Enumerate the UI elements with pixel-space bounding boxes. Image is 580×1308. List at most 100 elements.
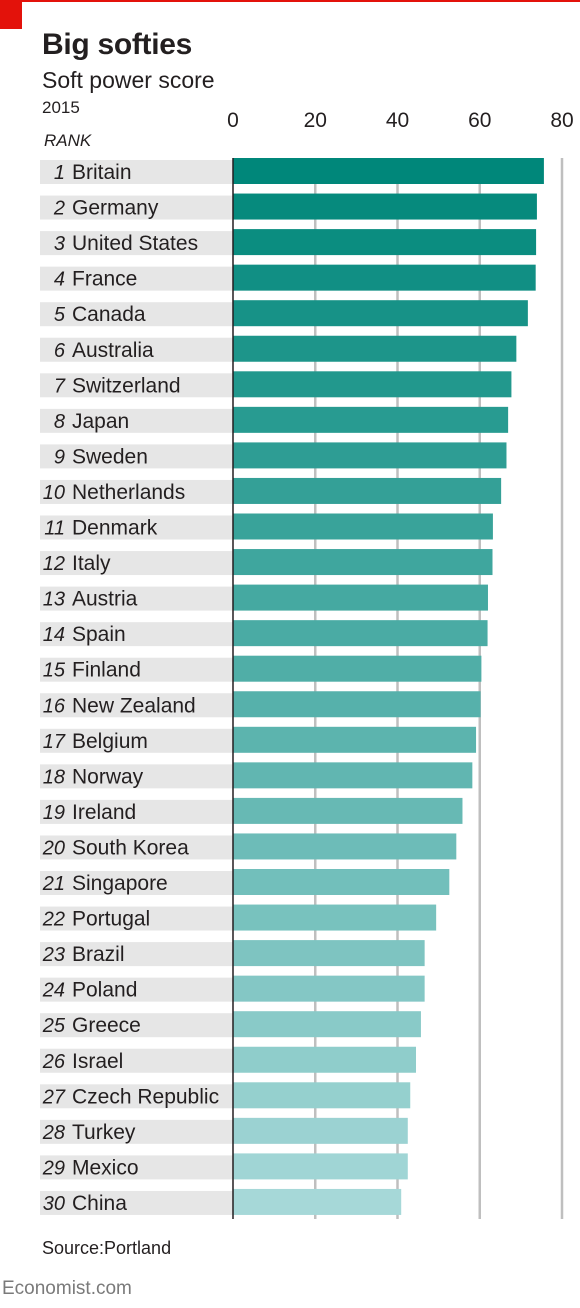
country-label: Spain: [72, 623, 126, 646]
country-label: Australia: [72, 339, 154, 362]
country-label: Greece: [72, 1014, 141, 1037]
country-label: New Zealand: [72, 694, 196, 717]
source-note: Source:Portland: [42, 1238, 172, 1258]
rank-number: 4: [54, 269, 65, 291]
row-bands: [40, 160, 233, 1215]
bar-chart: 1 Britain 2 Germany 3 United States 4 France 5 Ca…: [40, 109, 574, 1219]
rank-number: 6: [54, 340, 66, 362]
row-band: [40, 728, 233, 753]
rank-number: 9: [54, 446, 65, 468]
rank-number: 2: [53, 198, 65, 220]
bar: [233, 229, 537, 256]
rank-number: 8: [54, 411, 65, 433]
country-label: Ireland: [72, 801, 136, 824]
country-label: Britain: [72, 161, 132, 184]
row-band: [40, 622, 233, 647]
bar: [233, 371, 512, 398]
country-label: Singapore: [72, 872, 168, 895]
rank-number: 15: [43, 660, 66, 682]
country-label: Netherlands: [72, 481, 185, 504]
rank-number: 19: [43, 802, 65, 824]
x-tick-label: 20: [304, 109, 327, 132]
bar: [233, 869, 450, 895]
country-label: Turkey: [72, 1121, 136, 1144]
row-band: [40, 373, 233, 398]
row-band: [40, 586, 233, 611]
rank-number: 12: [43, 553, 65, 575]
bar: [233, 1011, 421, 1038]
rank-number: 30: [43, 1193, 65, 1215]
row-band: [40, 444, 233, 469]
country-label: Czech Republic: [72, 1085, 219, 1108]
country-label: France: [72, 268, 137, 291]
top-rule: [0, 0, 580, 2]
row-band: [40, 1155, 233, 1180]
rank-number: 20: [42, 837, 65, 859]
country-label: United States: [72, 232, 198, 255]
bar: [233, 620, 488, 647]
country-label: Switzerland: [72, 374, 181, 397]
country-label: Brazil: [72, 943, 125, 966]
row-band: [40, 408, 233, 433]
bar: [233, 1153, 408, 1180]
row-band: [40, 657, 233, 682]
bar: [233, 940, 425, 967]
chart-year: 2015: [42, 98, 80, 117]
x-tick-label: 80: [550, 109, 573, 132]
bar: [233, 655, 482, 682]
rank-number: 1: [54, 162, 65, 184]
row-band: [40, 551, 233, 576]
rank-number: 28: [42, 1122, 65, 1144]
country-label: Israel: [72, 1050, 123, 1073]
bar: [233, 549, 493, 576]
rank-number: 26: [42, 1051, 66, 1073]
rank-number: 5: [54, 304, 66, 326]
bar: [233, 797, 463, 824]
row-band: [40, 1190, 233, 1215]
row-band: [40, 942, 233, 967]
bar: [233, 193, 537, 220]
row-band: [40, 835, 233, 860]
bars: [233, 158, 544, 1215]
row-band: [40, 977, 233, 1002]
row-band: [40, 337, 233, 362]
bar: [233, 762, 473, 789]
row-band: [40, 479, 233, 504]
country-label: China: [72, 1192, 127, 1215]
row-band: [40, 693, 233, 718]
rank-column-label: RANK: [44, 131, 92, 150]
bar: [233, 442, 507, 469]
row-band: [40, 266, 233, 291]
row-band: [40, 1119, 233, 1144]
rank-number: 7: [54, 375, 66, 397]
bar: [233, 584, 488, 611]
brand-footer: Economist.com: [2, 1278, 132, 1299]
row-band: [40, 302, 233, 327]
rank-number: 3: [54, 233, 65, 255]
rank-number: 18: [43, 766, 65, 788]
country-label: Portugal: [72, 908, 150, 931]
bar: [233, 975, 425, 1002]
row-band: [40, 1084, 233, 1109]
row-band: [40, 764, 233, 789]
row-band: [40, 799, 233, 824]
rank-number: 21: [42, 873, 65, 895]
rank-number: 13: [43, 589, 65, 611]
bar: [233, 1082, 411, 1109]
bar: [233, 691, 481, 718]
bar: [233, 726, 477, 753]
x-tick-label: 60: [468, 109, 491, 132]
country-label: Sweden: [72, 445, 148, 468]
row-band: [40, 871, 233, 895]
country-label: South Korea: [72, 836, 189, 859]
rank-number: 23: [42, 944, 65, 966]
rank-number: 10: [43, 482, 65, 504]
bar: [233, 1117, 408, 1144]
bar: [233, 300, 528, 327]
country-label: Norway: [72, 765, 144, 788]
x-tick-label: 40: [386, 109, 409, 132]
bar: [233, 406, 509, 433]
row-band: [40, 1013, 233, 1038]
rank-number: 24: [42, 980, 65, 1002]
economist-red-tab: [0, 0, 22, 29]
